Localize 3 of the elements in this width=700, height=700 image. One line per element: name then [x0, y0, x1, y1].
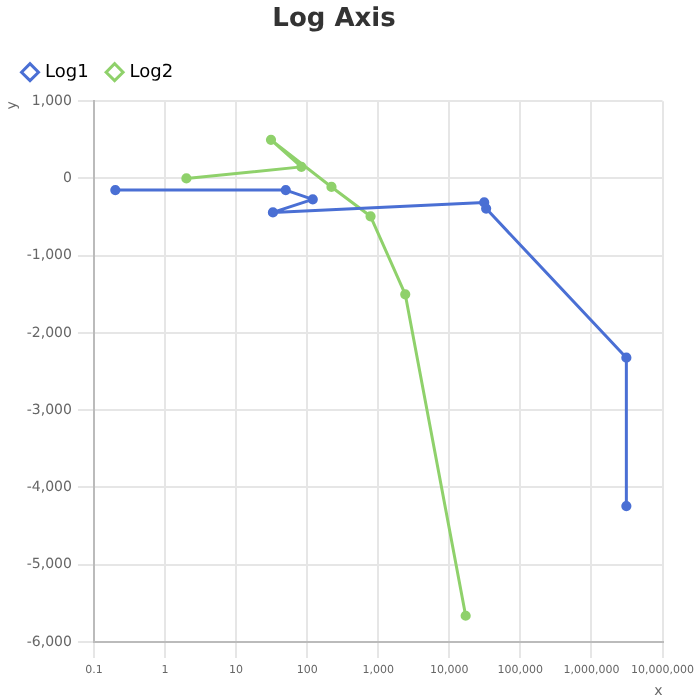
legend-label: Log2: [129, 62, 174, 83]
legend-label: Log1: [45, 62, 89, 83]
chart-title: Log Axis: [272, 4, 397, 35]
